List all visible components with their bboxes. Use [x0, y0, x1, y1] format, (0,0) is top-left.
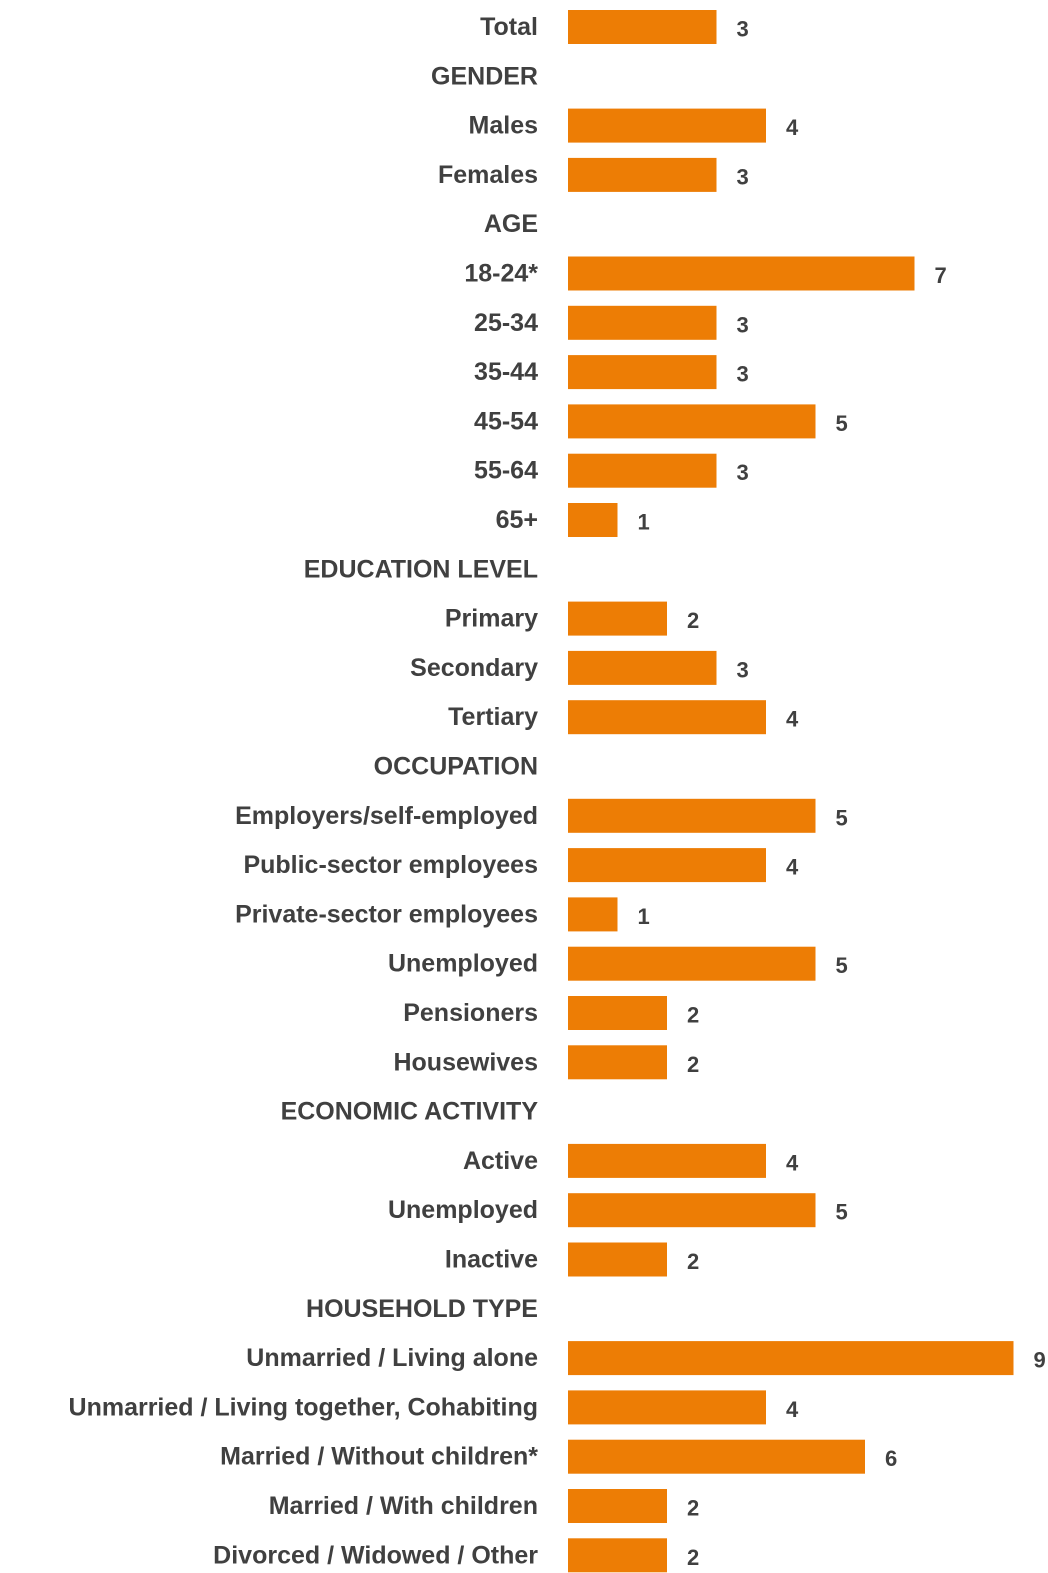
bar-married-with-children — [568, 1489, 667, 1523]
category-label-65: 65+ — [496, 506, 538, 534]
bar-tertiary — [568, 700, 766, 735]
bar-35-44 — [568, 355, 717, 390]
value-label-secondary: 3 — [737, 657, 749, 682]
value-label-unemployed: 5 — [836, 1200, 848, 1225]
value-label-inactive: 2 — [687, 1249, 699, 1274]
value-label-45-54: 5 — [836, 411, 848, 436]
category-label-housewives: Housewives — [393, 1048, 538, 1076]
value-label-55-64: 3 — [737, 460, 749, 485]
value-label-divorced-widowed-other: 2 — [687, 1545, 699, 1570]
value-label-18-24: 7 — [935, 263, 947, 288]
category-label-unemployed: Unemployed — [388, 950, 538, 978]
category-label-secondary: Secondary — [410, 654, 538, 682]
bar-unemployed — [568, 1193, 816, 1228]
category-label-primary: Primary — [445, 605, 538, 633]
bar-65 — [568, 503, 618, 537]
category-labels: Total GENDER Males Females AGE 18-24* 25-34 35-… — [69, 13, 539, 1569]
value-label-35-44: 3 — [737, 362, 749, 387]
bar-inactive — [568, 1242, 667, 1277]
section-header-household-type: HOUSEHOLD TYPE — [306, 1295, 538, 1323]
value-label-primary: 2 — [687, 608, 699, 633]
bar-employers-self-employed — [568, 798, 816, 833]
section-header-education-level: EDUCATION LEVEL — [304, 555, 538, 583]
category-label-35-44: 35-44 — [474, 358, 538, 386]
value-label-total: 3 — [737, 17, 749, 42]
bar-divorced-widowed-other — [568, 1538, 667, 1573]
section-header-occupation: OCCUPATION — [374, 753, 538, 781]
bar-55-64 — [568, 453, 717, 488]
bar-unemployed — [568, 946, 816, 981]
value-labels: 3 4 3 7 3 3 5 3 1 2 3 4 5 4 1 5 2 2 4 5 2 9 4 6 2 2 — [638, 17, 1046, 1570]
bar-unmarried-living-alone — [568, 1341, 1014, 1376]
value-label-unemployed: 5 — [836, 953, 848, 978]
value-label-public-sector-employees: 4 — [786, 855, 799, 880]
category-label-divorced-widowed-other: Divorced / Widowed / Other — [213, 1541, 538, 1569]
section-header-gender: GENDER — [431, 62, 538, 90]
bar-primary — [568, 601, 667, 636]
category-label-45-54: 45-54 — [474, 407, 538, 435]
category-label-private-sector-employees: Private-sector employees — [235, 900, 538, 928]
value-label-males: 4 — [786, 115, 799, 140]
value-label-married-without-children: 6 — [885, 1446, 897, 1471]
category-label-married-with-children: Married / With children — [269, 1492, 538, 1520]
category-label-unmarried-living-together-cohabiting: Unmarried / Living together, Cohabiting — [69, 1393, 538, 1421]
value-label-married-with-children: 2 — [687, 1496, 699, 1521]
value-label-tertiary: 4 — [786, 707, 799, 732]
bar-pensioners — [568, 996, 667, 1030]
bars-layer — [568, 10, 1014, 1573]
value-label-active: 4 — [786, 1150, 799, 1175]
bar-total — [568, 10, 717, 44]
value-label-housewives: 2 — [687, 1052, 699, 1077]
bar-females — [568, 157, 717, 192]
category-label-females: Females — [438, 161, 538, 189]
section-header-age: AGE — [484, 210, 538, 238]
value-label-females: 3 — [737, 164, 749, 189]
category-label-pensioners: Pensioners — [403, 999, 538, 1027]
bar-active — [568, 1143, 766, 1178]
value-label-unmarried-living-together-cohabiting: 4 — [786, 1397, 799, 1422]
bar-25-34 — [568, 305, 717, 340]
bar-45-54 — [568, 404, 816, 439]
bar-males — [568, 108, 766, 143]
bar-secondary — [568, 650, 717, 685]
bar-public-sector-employees — [568, 848, 766, 883]
category-label-active: Active — [463, 1147, 538, 1175]
bar-private-sector-employees — [568, 897, 618, 932]
category-label-males: Males — [469, 112, 538, 140]
category-label-public-sector-employees: Public-sector employees — [243, 851, 538, 879]
category-label-unemployed: Unemployed — [388, 1196, 538, 1224]
value-label-65: 1 — [638, 510, 650, 535]
bar-unmarried-living-together-cohabiting — [568, 1390, 766, 1425]
bar-married-without-children — [568, 1439, 865, 1474]
value-label-unmarried-living-alone: 9 — [1034, 1348, 1046, 1373]
value-label-employers-self-employed: 5 — [836, 805, 848, 830]
bar-18-24 — [568, 256, 915, 291]
bar-housewives — [568, 1045, 667, 1080]
category-label-unmarried-living-alone: Unmarried / Living alone — [246, 1344, 538, 1372]
category-label-inactive: Inactive — [445, 1246, 538, 1274]
category-label-employers-self-employed: Employers/self-employed — [235, 802, 538, 830]
value-label-private-sector-employees: 1 — [638, 904, 650, 929]
value-label-pensioners: 2 — [687, 1003, 699, 1028]
category-label-25-34: 25-34 — [474, 309, 538, 337]
section-header-economic-activity: ECONOMIC ACTIVITY — [281, 1098, 539, 1126]
category-label-18-24: 18-24* — [464, 260, 538, 288]
category-label-tertiary: Tertiary — [448, 703, 538, 731]
value-label-25-34: 3 — [737, 312, 749, 337]
category-label-total: Total — [480, 13, 538, 41]
category-label-married-without-children: Married / Without children* — [220, 1443, 538, 1471]
category-label-55-64: 55-64 — [474, 457, 538, 485]
